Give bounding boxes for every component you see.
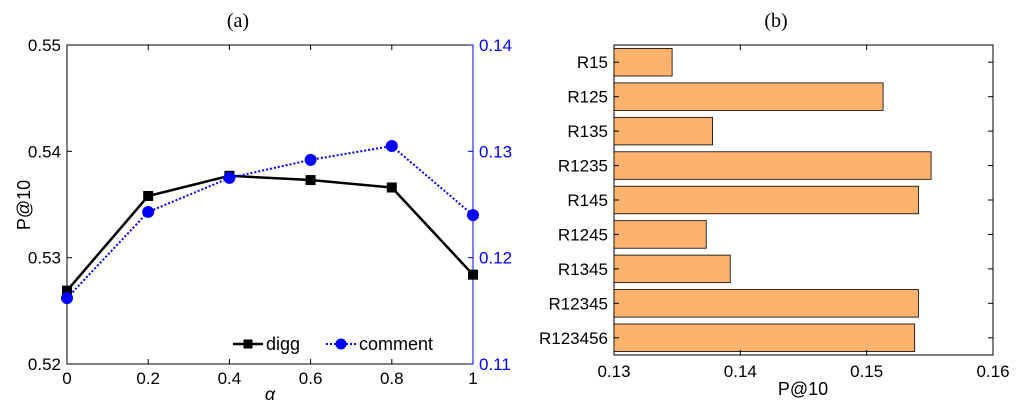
legend-digg-label: digg: [266, 334, 300, 354]
category-label-R135: R135: [567, 122, 608, 141]
x-tick-label-a: 0.8: [380, 369, 404, 388]
bar-R1235: [613, 151, 932, 180]
data-point-comment: [61, 292, 73, 305]
line-chart-panel: (a) 0 0.2 0.4 0.6 0.8 1 0.52 0.53 0.54 0.55 0.11 0.…: [14, 10, 512, 404]
bar-R125: [613, 82, 884, 111]
x-tick-label-a: 0: [62, 369, 71, 388]
legend-a: digg comment: [233, 334, 433, 354]
series-line-comment: [66, 144, 474, 299]
bar-R15: [613, 48, 673, 77]
x-tick-label-b: 0.16: [976, 362, 1009, 381]
data-point-digg: [468, 269, 478, 280]
series-line-digg: [66, 174, 474, 292]
y-tick-label-a: 0.54: [28, 142, 61, 161]
x-axis-label-b: P@10: [778, 379, 828, 399]
category-label-R12345: R12345: [548, 294, 608, 313]
data-point-comment: [304, 153, 317, 166]
y2-tick-label-a: 0.12: [479, 249, 512, 268]
data-point-digg: [62, 285, 72, 296]
bar-R1345: [613, 254, 731, 284]
chart-title-a: (a): [227, 10, 249, 32]
x-tick-label-a: 0.2: [136, 369, 160, 388]
data-point-comment: [142, 205, 155, 218]
chart-title-b: (b): [764, 10, 787, 32]
data-point-comment: [223, 171, 236, 184]
y2-tick-label-a: 0.11: [479, 355, 511, 374]
data-point-comment: [467, 209, 479, 222]
legend-digg-marker: [243, 339, 253, 349]
x-tick-label-b: 0.13: [597, 362, 630, 381]
category-label-R1345: R1345: [558, 260, 608, 279]
category-label-R123456: R123456: [539, 329, 608, 348]
bar-chart-panel: (b) R15 R125 R135 R1235 R145 R1245 R1345 R12345…: [539, 10, 1010, 399]
data-point-digg: [386, 182, 397, 193]
y-tick-label-a: 0.53: [28, 249, 61, 268]
data-point-digg: [143, 190, 154, 201]
bar-R1245: [613, 220, 707, 249]
x-tick-label-a: 0.4: [218, 369, 242, 388]
legend-comment-marker: [335, 338, 347, 350]
y-axis-label-a: P@10: [14, 180, 34, 230]
category-label-R1235: R1235: [558, 157, 608, 176]
category-label-R1245: R1245: [558, 225, 608, 244]
legend-comment-label: comment: [359, 334, 433, 354]
category-label-R15: R15: [577, 53, 608, 72]
bar-R135: [613, 116, 713, 146]
y2-tick-label-a: 0.14: [479, 36, 512, 55]
x-tick-label-a: 0.6: [299, 369, 323, 388]
data-point-comment: [385, 140, 398, 153]
y-tick-label-a: 0.52: [28, 355, 61, 374]
plot-area-a: [66, 44, 474, 365]
bar-R12345: [613, 289, 919, 318]
x-tick-label-a: 1: [468, 369, 477, 388]
bar-R123456: [613, 323, 916, 352]
category-label-R125: R125: [567, 88, 608, 107]
bar-R145: [613, 185, 919, 215]
x-tick-label-b: 0.14: [724, 362, 757, 381]
data-point-digg: [305, 175, 316, 186]
y2-tick-label-a: 0.13: [479, 142, 512, 161]
category-label-R145: R145: [567, 191, 608, 210]
x-tick-label-b: 0.15: [850, 362, 883, 381]
y-tick-label-a: 0.55: [28, 36, 61, 55]
x-axis-label-a: α: [265, 384, 276, 404]
